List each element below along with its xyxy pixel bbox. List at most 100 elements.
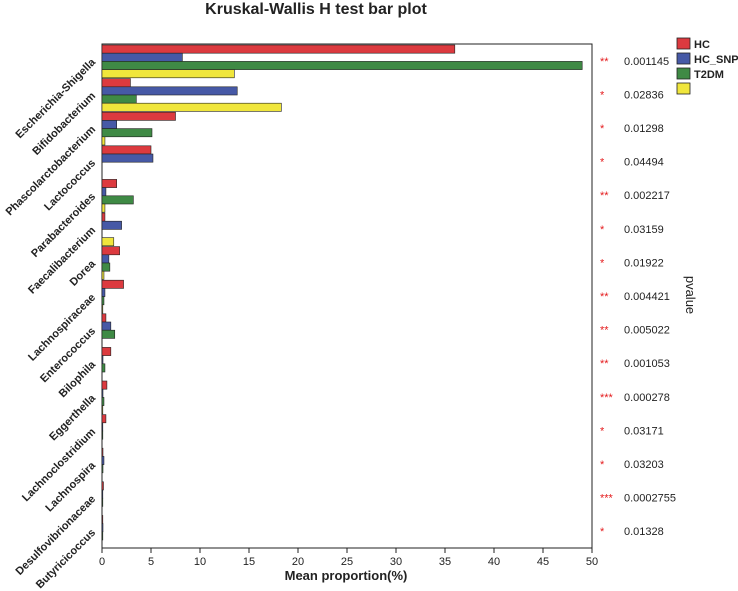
pvalue-3: 0.04494 (624, 157, 664, 169)
bar-hc-4 (101, 179, 117, 188)
bar-series-3-1 (101, 102, 282, 112)
bar-hc-snp-7 (101, 288, 106, 297)
category-label-14: Butyricicoccus (34, 527, 98, 591)
bar-hc-snp-1 (101, 86, 238, 96)
bar-hc-snp-9 (101, 355, 104, 365)
legend-swatch-3 (676, 82, 691, 95)
pvalue-axis-title: pvalue (683, 276, 698, 314)
chart-title: Kruskal-Wallis H test bar plot (205, 1, 427, 18)
bar-series-3-7 (101, 304, 104, 314)
x-tick-label-8: 40 (488, 556, 500, 568)
pvalue-13: 0.0002755 (624, 493, 676, 505)
bar-t2dm-4 (101, 195, 134, 205)
bar-t2dm-9 (101, 363, 106, 373)
significance-stars-3: * (600, 157, 605, 169)
significance-stars-2: * (600, 123, 605, 135)
bar-hc-2 (101, 111, 176, 121)
bar-series-3-0 (101, 69, 235, 79)
legend-label-2: T2DM (694, 69, 724, 81)
x-tick-label-7: 35 (439, 556, 451, 568)
bar-t2dm-2 (101, 128, 153, 138)
bar-t2dm-13 (101, 497, 104, 507)
pvalue-10: 0.000278 (624, 392, 670, 404)
category-labels: Escherichia-ShigellaBifidobacteriumPhasc… (4, 56, 99, 591)
pvalue-11: 0.03171 (624, 425, 664, 437)
bar-hc-snp-3 (101, 153, 154, 163)
bar-hc-11 (101, 414, 107, 424)
bar-hc-snp-4 (101, 187, 107, 197)
significance-stars-12: * (600, 459, 605, 471)
significance-stars-0: ** (600, 56, 609, 68)
bar-series-3-5 (101, 237, 115, 247)
bar-hc-snp-10 (101, 388, 104, 398)
x-tick-label-4: 20 (292, 556, 304, 568)
bar-hc-6 (101, 246, 120, 256)
category-label-6: Dorea (68, 257, 99, 288)
legend-label-0: HC (694, 39, 710, 51)
pvalue-9: 0.001053 (624, 358, 670, 370)
bar-hc-13 (101, 481, 104, 491)
bar-hc-3 (101, 145, 152, 155)
bar-series-3-10 (101, 405, 104, 415)
x-tick-label-0: 0 (99, 556, 105, 568)
bar-t2dm-14 (101, 531, 104, 541)
bar-t2dm-11 (101, 430, 104, 440)
pvalue-4: 0.002217 (624, 190, 670, 202)
bar-t2dm-0 (101, 61, 583, 70)
pvalue-1: 0.02836 (624, 89, 664, 101)
bar-hc-snp-11 (101, 422, 104, 432)
legend: HC HC_SNP T2DM (676, 37, 738, 95)
bars-layer (101, 44, 583, 541)
significance-stars-1: * (600, 89, 605, 101)
x-tick-label-2: 10 (194, 556, 206, 568)
bar-hc-snp-12 (101, 456, 105, 465)
bar-hc-14 (101, 515, 104, 524)
bar-hc-7 (101, 279, 124, 289)
x-tick-label-10: 50 (586, 556, 598, 568)
pvalue-7: 0.004421 (624, 291, 670, 303)
significance-stars-8: ** (600, 325, 609, 337)
pvalue-6: 0.01922 (624, 257, 664, 269)
x-tick-label-1: 5 (148, 556, 154, 568)
bar-hc-0 (101, 44, 456, 54)
bar-hc-snp-5 (101, 220, 122, 230)
bar-t2dm-1 (101, 94, 137, 104)
x-axis: 0 5 10 15 20 25 30 35 40 45 50 (99, 548, 598, 568)
x-axis-title: Mean proportion(%) (285, 568, 408, 583)
pvalue-12: 0.03203 (624, 459, 664, 471)
legend-swatch-2 (676, 67, 691, 80)
bar-series-3-6 (101, 270, 105, 280)
legend-label-1: HC_SNP (694, 54, 738, 66)
bar-t2dm-8 (101, 329, 116, 339)
legend-swatch-0 (676, 37, 691, 50)
pvalue-2: 0.01298 (624, 123, 664, 135)
bar-series-3-4 (101, 203, 106, 213)
bar-t2dm-7 (101, 296, 105, 306)
bar-hc-10 (101, 380, 108, 390)
significance-stars-5: * (600, 224, 605, 236)
bar-t2dm-6 (101, 262, 111, 272)
bar-t2dm-10 (101, 397, 105, 406)
pvalue-0: 0.001145 (624, 56, 669, 68)
pvalue-labels: ** 0.001145* 0.02836* 0.01298* 0.04494** 0.00… (600, 56, 676, 538)
bar-hc-snp-0 (101, 52, 183, 62)
pvalue-14: 0.01328 (624, 526, 664, 538)
legend-swatch-1 (676, 52, 691, 65)
significance-stars-10: *** (600, 392, 614, 404)
x-tick-label-6: 30 (390, 556, 402, 568)
bar-hc-9 (101, 347, 112, 356)
x-tick-label-5: 25 (341, 556, 353, 568)
bar-series-3-2 (101, 136, 106, 146)
bar-hc-12 (101, 447, 104, 457)
significance-stars-9: ** (600, 358, 609, 370)
bar-hc-8 (101, 313, 107, 323)
bar-t2dm-12 (101, 464, 104, 474)
bar-hc-5 (101, 212, 106, 222)
significance-stars-13: *** (600, 493, 614, 505)
bar-hc-snp-2 (101, 120, 117, 129)
pvalue-5: 0.03159 (624, 224, 664, 236)
significance-stars-4: ** (600, 190, 609, 202)
bar-hc-snp-6 (101, 254, 110, 264)
